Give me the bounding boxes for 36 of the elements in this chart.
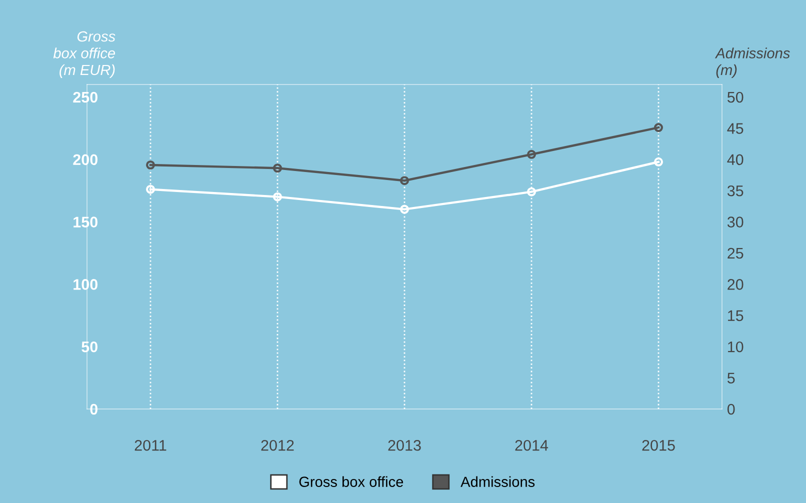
- y2-tick-label: 20: [728, 279, 744, 290]
- y2-tick-label: 45: [727, 123, 744, 134]
- y2-tick-label: 0: [727, 404, 735, 415]
- x-tick-label: 2014: [515, 440, 548, 451]
- x-tick-label: 2015: [642, 440, 675, 451]
- point: [526, 187, 536, 196]
- y2-tick-label: 30: [727, 216, 744, 228]
- point: [272, 192, 282, 202]
- point: [654, 157, 664, 166]
- y-axis-title: Gross box office (m EUR): [53, 31, 116, 78]
- y-tick-label: 0: [90, 404, 98, 415]
- y-tick-label: 50: [82, 341, 98, 352]
- y-tick-label: 250: [73, 92, 98, 103]
- y2-axis-title: Admissions (m): [714, 48, 790, 78]
- point: [400, 204, 410, 214]
- point: [146, 160, 156, 170]
- y2-tick-label: 5: [727, 372, 735, 384]
- y2-tick-label: 25: [728, 248, 744, 259]
- x-tick-label: 2011: [134, 440, 166, 451]
- y2-tick-label: 50: [727, 92, 744, 103]
- y-tick-label: 200: [73, 154, 98, 166]
- y-tick-label: 150: [74, 216, 98, 228]
- y2-tick-label: 35: [727, 185, 744, 196]
- legend-label: Admissions: [460, 476, 535, 487]
- y2-tick-label: 10: [728, 341, 744, 352]
- y-tick-label: 100: [74, 279, 98, 290]
- x-tick-label: 2012: [261, 440, 294, 451]
- x-tick-label: 2013: [388, 440, 421, 451]
- point: [272, 164, 282, 173]
- y2-tick-label: 40: [727, 154, 744, 166]
- y2-tick-label: 15: [728, 310, 744, 322]
- point: [146, 184, 156, 194]
- point: [526, 150, 536, 159]
- point: [654, 123, 664, 132]
- point: [400, 176, 410, 186]
- legend-label: Gross box office: [299, 476, 404, 487]
